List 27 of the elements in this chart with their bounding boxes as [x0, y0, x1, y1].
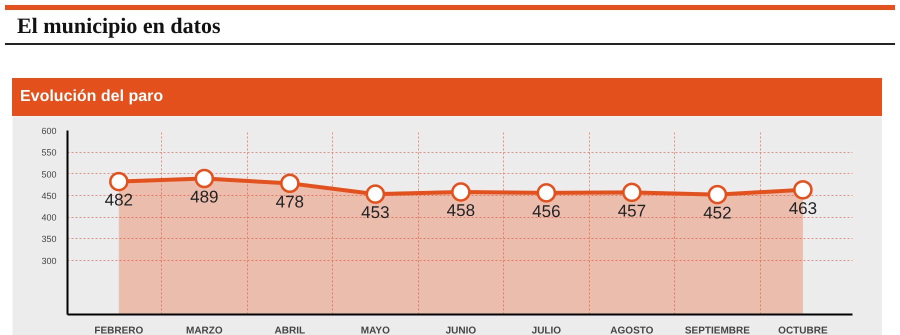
chart-subtitle: Evolución del paro: [20, 87, 164, 107]
y-tick-label: 450: [41, 190, 57, 201]
x-tick-label: OCTUBRE: [778, 326, 828, 335]
x-tick-label: SEPTIEMBRE: [684, 326, 750, 335]
x-tick-label: FEBRERO: [94, 326, 144, 335]
y-tick-label: 300: [41, 256, 57, 266]
data-label: 452: [703, 204, 732, 223]
x-tick-label: AGOSTO: [610, 326, 654, 335]
data-label: 457: [618, 201, 646, 220]
data-label: 453: [361, 203, 390, 222]
x-tick-label: JULIO: [532, 326, 562, 335]
data-label: 456: [532, 202, 561, 221]
data-label: 489: [190, 188, 219, 207]
data-label: 463: [788, 198, 818, 218]
data-label: 482: [104, 190, 133, 210]
x-tick-label: ABRIL: [274, 326, 306, 335]
x-tick-label: JUNIO: [446, 326, 476, 335]
x-tick-label: MAYO: [360, 326, 390, 335]
y-tick-label: 550: [41, 148, 57, 158]
y-tick-label: 400: [41, 212, 57, 223]
y-tick-label: 500: [41, 169, 57, 180]
y-tick-label: 350: [41, 234, 57, 244]
x-tick-label: MARZO: [186, 326, 223, 335]
chart-title: El municipio en datos: [17, 12, 221, 40]
data-label: 478: [276, 192, 304, 212]
y-tick-label: 600: [41, 126, 57, 136]
data-label: 458: [446, 200, 476, 220]
